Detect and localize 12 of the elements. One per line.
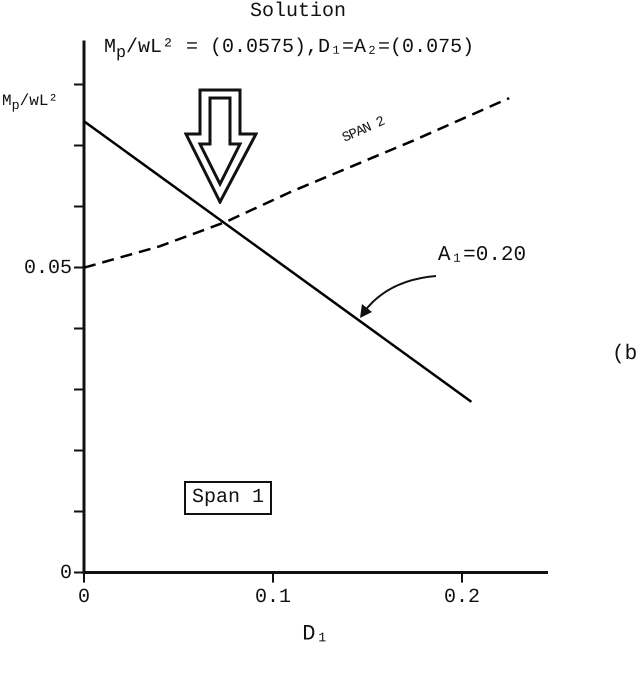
y-tick-label: 0.05 [24,256,72,280]
annotation: A₁=0.20 [438,244,526,268]
y-axis-title: M$_{p}$/wL² [2,92,58,114]
x-tick-label: 0 [78,586,90,609]
x-tick-label: 0.1 [254,586,291,609]
x-axis-title: D₁ [302,622,329,647]
chart-title: Solution [250,0,346,23]
text: (b [612,343,638,366]
annotation: Span 1 [184,480,272,515]
annotation: SPAN 2 [340,114,388,147]
annotation: M$_{p}$/wL² = (0.0575),D₁=A₂=(0.075) [104,36,474,63]
x-tick-label: 0.2 [444,586,480,609]
